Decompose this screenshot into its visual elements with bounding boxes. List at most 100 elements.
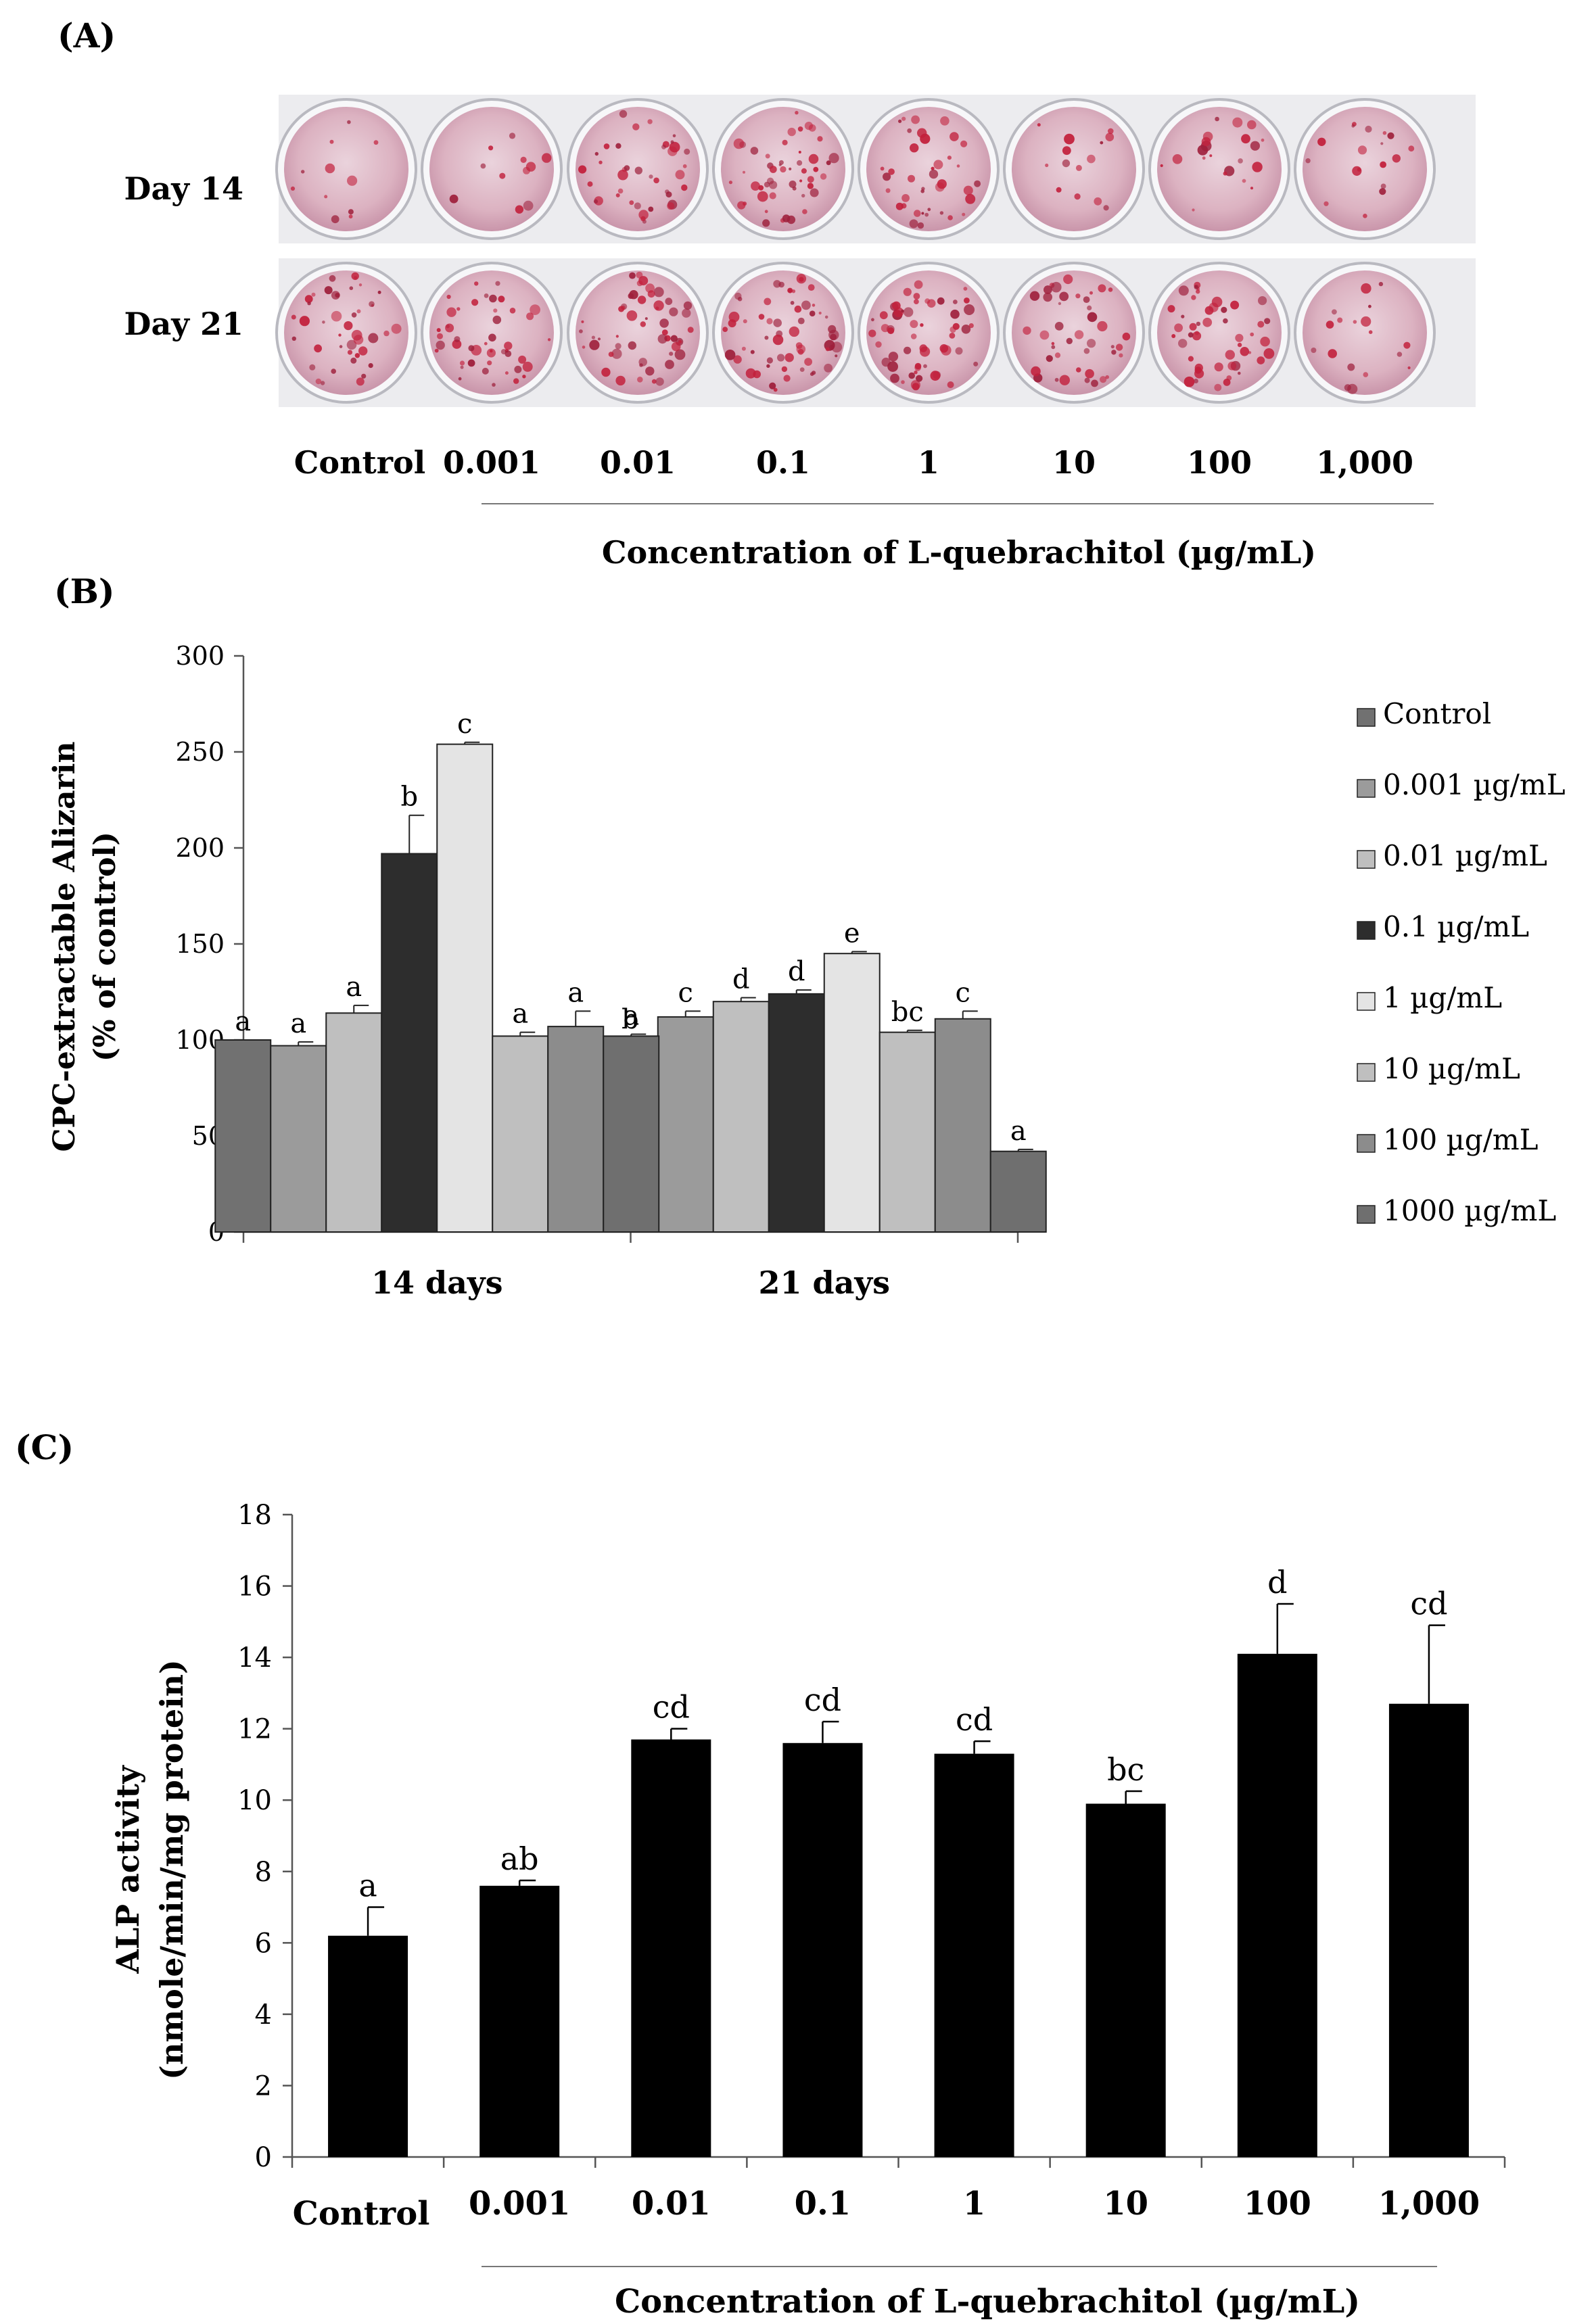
panel-a-concentration-label: 1 (918, 444, 939, 481)
panel-c-bar (1085, 1803, 1166, 2157)
plate-well (567, 262, 709, 404)
panel-label-a: (A) (57, 16, 116, 55)
panel-b-legend-label: 0.001 µg/mL (1383, 768, 1566, 801)
panel-b-bar (436, 743, 494, 1233)
panel-b-significance-letter: c (678, 977, 693, 1008)
panel-b-legend-label: 1 µg/mL (1383, 981, 1502, 1014)
panel-b-y-tick-label: 150 (175, 929, 225, 959)
plate-well (1003, 98, 1145, 240)
panel-a-concentration-label: 0.01 (600, 444, 676, 481)
panel-b-significance-letter: b (400, 782, 418, 813)
panel-b-legend-label: 0.1 µg/mL (1383, 910, 1529, 943)
panel-c-bar (782, 1742, 863, 2157)
panel-c-bar (934, 1753, 1014, 2157)
panel-b-bar (270, 1045, 327, 1233)
panel-a-concentration-label: 100 (1187, 444, 1252, 481)
plate-well (275, 98, 417, 240)
plate-well (567, 98, 709, 240)
panel-b-bar (547, 1026, 605, 1233)
plate-well (1294, 262, 1436, 404)
panel-b-bar (657, 1016, 714, 1233)
panel-b-x-category-label: 14 days (371, 1264, 503, 1301)
panel-c-y-tick-label: 14 (237, 1642, 272, 1674)
panel-b-bar (934, 1018, 991, 1233)
plate-well (858, 262, 1000, 404)
panel-c-bar (328, 1935, 408, 2157)
panel-c-x-category-label: 1,000 (1378, 2185, 1480, 2223)
panel-b-legend-swatch (1357, 1063, 1376, 1082)
panel-b-legend-swatch (1357, 850, 1376, 869)
panel-b-legend-swatch (1357, 708, 1376, 727)
panel-a-concentration-label: Control (294, 444, 425, 481)
panel-a-xlabel: Concentration of L-quebrachitol (µg/mL) (602, 534, 1316, 571)
panel-c-significance-letter: cd (1410, 1586, 1447, 1622)
panel-b-bar (878, 1031, 936, 1233)
panel-b-legend-label: 0.01 µg/mL (1383, 839, 1547, 872)
row-label-day14: Day 14 (124, 170, 243, 207)
panel-b-legend-label: Control (1383, 697, 1491, 730)
panel-b-significance-letter: c (457, 709, 472, 740)
panel-c-y-tick-label: 12 (237, 1714, 272, 1745)
row-label-day21: Day 21 (124, 306, 243, 342)
panel-c-significance-letter: bc (1107, 1751, 1144, 1788)
panel-c-significance-letter: ab (500, 1841, 539, 1877)
panel-a-concentration-label: 0.1 (756, 444, 810, 481)
panel-c-bar (631, 1739, 711, 2157)
panel-c-x-category-label: Control (293, 2195, 430, 2233)
panel-c-x-category-label: 10 (1103, 2185, 1148, 2223)
panel-b-bar (768, 993, 825, 1233)
panel-b-x-category-label: 21 days (758, 1264, 890, 1301)
panel-b-bar (214, 1039, 272, 1233)
panel-a-concentration-label: 10 (1052, 444, 1096, 481)
panel-c-significance-letter: cd (956, 1701, 993, 1738)
panel-b-bar (603, 1035, 660, 1233)
plate-well (1003, 262, 1145, 404)
panel-a-concentration-label: 1,000 (1316, 444, 1413, 481)
panel-c-ylabel: ALP activity (110, 1765, 146, 1974)
panel-b-legend-label: 1000 µg/mL (1383, 1194, 1556, 1227)
panel-b-y-tick-label: 300 (175, 641, 225, 671)
panel-c-y-tick-label: 18 (237, 1500, 272, 1531)
panel-b-significance-letter: a (567, 977, 584, 1008)
panel-b-bar (989, 1150, 1047, 1233)
panel-c-x-category-label: 0.1 (795, 2185, 851, 2223)
panel-b-significance-letter: a (235, 1006, 251, 1037)
panel-b-significance-letter: bc (891, 997, 924, 1028)
panel-b-significance-letter: e (844, 918, 860, 949)
panel-label-b: (B) (54, 571, 115, 611)
panel-b-y-tick-label: 200 (175, 833, 225, 863)
panel-b-ylabel-units: (% of control) (88, 832, 122, 1062)
panel-b-significance-letter: b (622, 1004, 639, 1035)
plate-well (421, 262, 563, 404)
panel-b-legend-swatch (1357, 779, 1376, 798)
panel-b-legend-swatch (1357, 921, 1376, 940)
panel-b-significance-letter: d (788, 956, 805, 987)
panel-c-x-category-label: 0.01 (632, 2185, 711, 2223)
panel-b-bar (712, 1001, 770, 1233)
panel-c-y-tick-label: 8 (255, 1857, 272, 1888)
panel-b-legend-swatch (1357, 992, 1376, 1011)
panel-b-bar (381, 853, 438, 1233)
panel-c-significance-letter: d (1267, 1564, 1287, 1600)
panel-label-c: (C) (15, 1427, 74, 1467)
panel-c-ylabel-units: (nmole/min/mg protein) (154, 1659, 190, 2080)
panel-c-chart: 0 2 4 6 8 10 12 14 16 18 Control 0.001 0.01 0.1 1 10 100… (110, 1500, 1506, 2321)
panel-c-y-tick-label: 2 (255, 2070, 272, 2102)
plate-well (1148, 262, 1290, 404)
panel-b-y-tick-label: 250 (175, 737, 225, 767)
panel-b-significance-letter: a (290, 1008, 306, 1039)
panel-c-x-category-label: 1 (963, 2185, 985, 2223)
panel-b-legend-label: 100 µg/mL (1383, 1123, 1539, 1156)
panel-c-significance-letter: cd (804, 1682, 841, 1718)
panel-a-plate-image: Day 14 Day 21 Control 0.001 0.01 0.1 1 10 100 1… (124, 95, 1476, 571)
panel-c-significance-letter: cd (653, 1689, 690, 1726)
plate-well (712, 98, 854, 240)
panel-c-x-category-label: 100 (1244, 2185, 1311, 2223)
panel-b-significance-letter: c (956, 977, 970, 1008)
panel-b-legend-swatch (1357, 1205, 1376, 1224)
panel-c-bar (479, 1885, 560, 2157)
plate-well (858, 98, 1000, 240)
panel-b-legend-label: 10 µg/mL (1383, 1052, 1520, 1085)
plate-well (421, 98, 563, 240)
